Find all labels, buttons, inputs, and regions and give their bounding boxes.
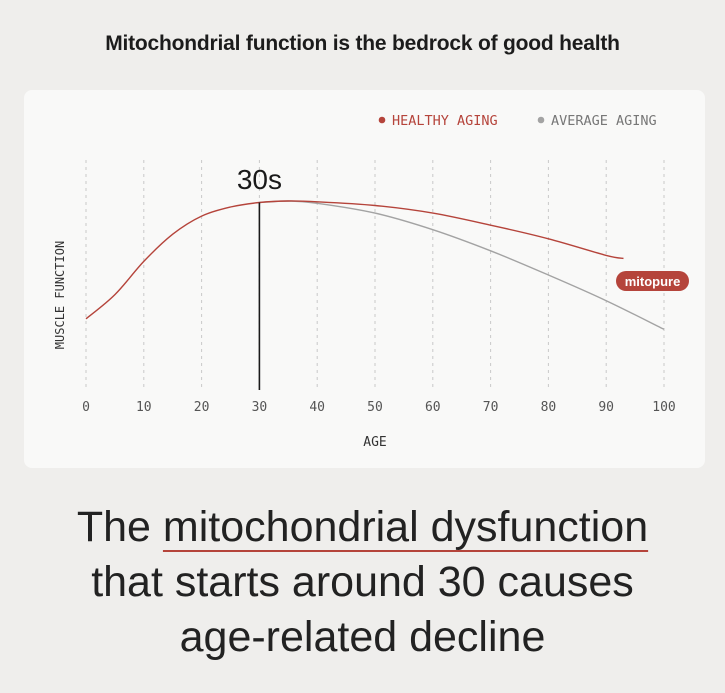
headline-highlight: mitochondrial dysfunction — [162, 503, 649, 551]
x-tick-label: 10 — [136, 400, 152, 415]
legend-label-healthy-aging: HEALTHY AGING — [392, 113, 498, 129]
x-tick-label: 40 — [309, 400, 325, 415]
x-tick-label: 90 — [598, 400, 614, 415]
legend-label-average-aging: AVERAGE AGING — [551, 113, 657, 129]
x-tick-label: 100 — [652, 400, 675, 415]
chart-title: Mitochondrial function is the bedrock of… — [105, 32, 620, 55]
headline-part1: The — [76, 503, 163, 551]
headline-line-3: age-related decline — [179, 613, 546, 661]
brand-badge — [616, 271, 689, 291]
brand-badge-label: mitopure — [625, 274, 681, 289]
series-line-healthy-aging — [85, 200, 624, 320]
x-tick-label: 0 — [82, 400, 90, 415]
series-line-average-aging — [259, 200, 665, 330]
x-tick-label: 70 — [483, 400, 499, 415]
line-chart: 0 10 20 30 40 50 60 70 80 90 100 AGE MUSCLE FUNCTION… — [53, 113, 689, 450]
x-axis-label: AGE — [363, 435, 386, 450]
legend-dot-healthy-aging — [378, 116, 386, 124]
x-tick-label: 60 — [425, 400, 441, 415]
x-tick-label: 50 — [367, 400, 383, 415]
headline-line-2: that starts around 30 causes — [91, 558, 634, 606]
headline: The mitochondrial dysfunction that start… — [0, 500, 725, 665]
annotation-label-30s: 30s — [237, 164, 282, 195]
legend-dot-average-aging — [537, 116, 545, 124]
x-tick-label: 80 — [541, 400, 557, 415]
headline-line-1: The mitochondrial dysfunction — [0, 500, 725, 555]
x-tick-label: 30 — [252, 400, 268, 415]
x-tick-label: 20 — [194, 400, 210, 415]
y-axis-label: MUSCLE FUNCTION — [53, 241, 67, 349]
chart-card: 0 10 20 30 40 50 60 70 80 90 100 AGE MUSCLE FUNCTION… — [24, 90, 705, 468]
